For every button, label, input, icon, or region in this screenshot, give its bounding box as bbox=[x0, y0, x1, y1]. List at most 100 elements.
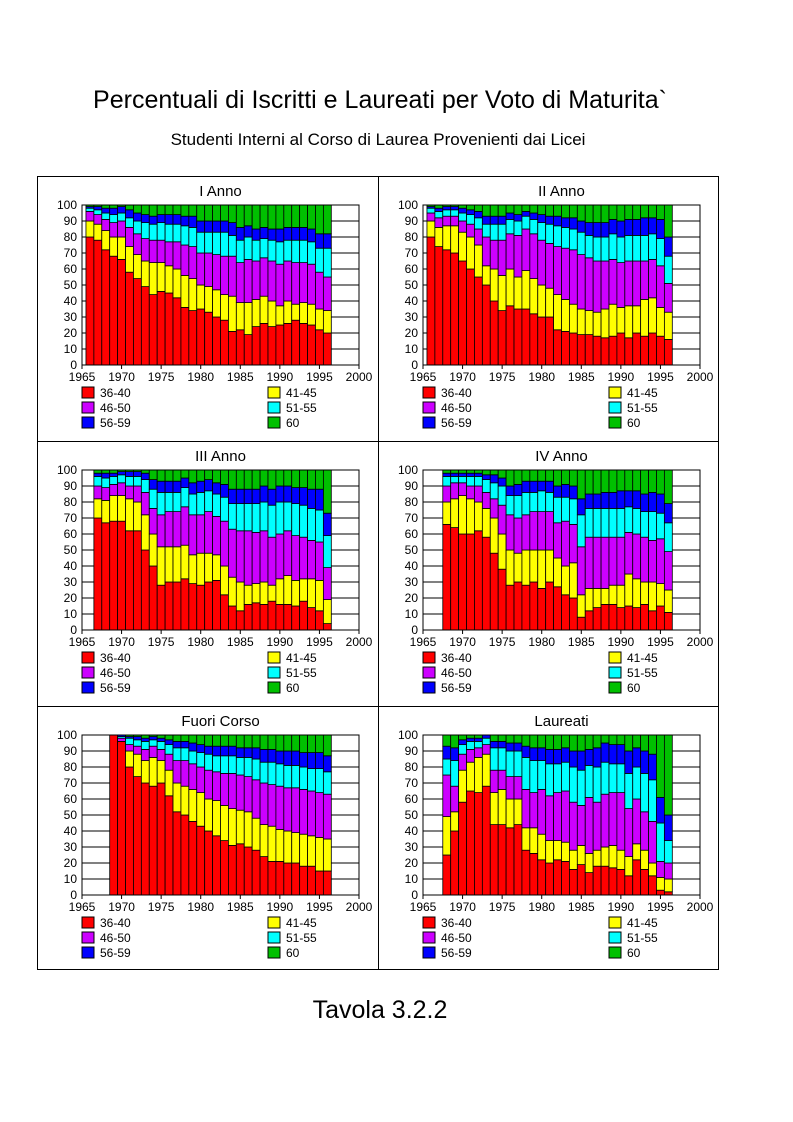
x-tick-label: 1990 bbox=[267, 635, 294, 649]
legend-swatch bbox=[422, 681, 436, 694]
bar-segment bbox=[220, 734, 229, 747]
legend-swatch bbox=[81, 666, 95, 679]
bar-segment bbox=[228, 295, 237, 332]
bar-segment bbox=[148, 469, 158, 481]
bar-segment bbox=[188, 742, 198, 752]
bar-segment bbox=[640, 773, 649, 813]
bar-segment bbox=[322, 567, 332, 600]
bar-segment bbox=[164, 739, 174, 745]
bar-segment bbox=[188, 821, 198, 896]
bar-segment bbox=[584, 610, 594, 631]
bar-segment bbox=[576, 805, 586, 846]
bar-segment bbox=[307, 540, 316, 580]
bar-segment bbox=[204, 479, 213, 492]
chart-panel: Laureati 0 10 20 30 40 50 60 70 80 90 100 1965 1970 19… bbox=[398, 713, 714, 960]
bar-segment bbox=[569, 204, 578, 219]
x-tick-label: 1975 bbox=[148, 635, 175, 649]
bar-segment bbox=[125, 766, 134, 896]
bar-segment bbox=[640, 260, 649, 300]
bar-segment bbox=[315, 610, 324, 631]
bar-segment bbox=[133, 233, 142, 255]
bar-segment bbox=[624, 808, 634, 857]
bar-segment bbox=[656, 306, 665, 337]
bar-segment bbox=[521, 549, 531, 586]
legend-label: 51-55 bbox=[627, 666, 658, 680]
bar-segment bbox=[489, 223, 499, 241]
bar-segment bbox=[505, 485, 515, 496]
bar-segment bbox=[117, 520, 126, 631]
bar-segment bbox=[133, 753, 142, 778]
bar-segment bbox=[220, 755, 229, 774]
bar-segment bbox=[521, 228, 531, 271]
bar-segment bbox=[156, 782, 166, 896]
bar-segment bbox=[140, 479, 150, 493]
bar-segment bbox=[648, 581, 657, 612]
bar-segment bbox=[125, 498, 134, 532]
bar-segment bbox=[466, 761, 475, 792]
bar-segment bbox=[584, 536, 594, 589]
bar-segment bbox=[220, 520, 229, 567]
x-tick-label: 1980 bbox=[187, 370, 214, 384]
bar-segment bbox=[450, 482, 460, 500]
bar-segment bbox=[283, 750, 293, 766]
bar-segment bbox=[125, 246, 134, 273]
bar-segment bbox=[196, 792, 206, 827]
bar-segment bbox=[529, 852, 539, 896]
bar-segment bbox=[569, 562, 578, 599]
bar-segment bbox=[267, 734, 277, 750]
x-tick-label: 2000 bbox=[687, 370, 714, 384]
bar-segment bbox=[235, 204, 245, 228]
y-tick-label: 20 bbox=[405, 591, 419, 605]
bar-segment bbox=[656, 335, 665, 366]
bar-segment bbox=[632, 219, 642, 236]
bar-segment bbox=[251, 849, 261, 896]
bar-segment bbox=[93, 498, 103, 519]
bar-segment bbox=[481, 474, 491, 480]
bar-segment bbox=[592, 766, 602, 803]
bar-segment bbox=[188, 204, 198, 217]
bar-segment bbox=[307, 324, 316, 366]
bar-segment bbox=[315, 469, 324, 490]
legend-label: 36-40 bbox=[441, 651, 472, 665]
bar-segment bbox=[133, 212, 142, 222]
bar-segment bbox=[569, 228, 578, 251]
bar-segment bbox=[474, 757, 483, 794]
legend-swatch bbox=[608, 401, 622, 414]
bar-segment bbox=[212, 800, 221, 837]
bar-segment bbox=[243, 334, 253, 366]
bar-segment bbox=[267, 536, 277, 586]
bar-segment bbox=[283, 469, 293, 487]
bar-segment bbox=[474, 747, 483, 758]
y-tick-label: 90 bbox=[64, 744, 78, 758]
bar-segment bbox=[608, 536, 618, 586]
bar-segment bbox=[466, 268, 475, 366]
bar-segment bbox=[307, 865, 316, 896]
bar-segment bbox=[133, 485, 142, 503]
bar-segment bbox=[299, 302, 308, 324]
bar-segment bbox=[299, 865, 308, 896]
bar-segment bbox=[172, 546, 182, 583]
page-title: Percentuali di Iscritti e Laureati per V… bbox=[93, 86, 667, 114]
legend-label: 46-50 bbox=[100, 401, 131, 415]
bar-segment bbox=[322, 204, 332, 235]
bar-segment bbox=[529, 792, 539, 829]
bar-segment bbox=[648, 332, 657, 366]
bar-segment bbox=[196, 204, 206, 222]
bar-segment bbox=[267, 584, 277, 602]
bar-segment bbox=[228, 503, 237, 530]
legend-label: 41-45 bbox=[286, 386, 317, 400]
y-tick-label: 10 bbox=[64, 872, 78, 886]
bar-segment bbox=[624, 773, 634, 810]
bar-segment bbox=[235, 262, 245, 303]
bar-segment bbox=[481, 223, 491, 238]
bar-segment bbox=[307, 204, 316, 230]
bar-segment bbox=[545, 223, 554, 244]
bar-segment bbox=[537, 747, 547, 761]
bar-segment bbox=[291, 734, 301, 752]
bar-segment bbox=[148, 479, 158, 490]
bar-segment bbox=[180, 734, 190, 742]
bar-segment bbox=[275, 734, 285, 752]
bar-segment bbox=[553, 763, 562, 793]
legend-label: 60 bbox=[627, 681, 641, 695]
bar-segment bbox=[164, 769, 174, 797]
